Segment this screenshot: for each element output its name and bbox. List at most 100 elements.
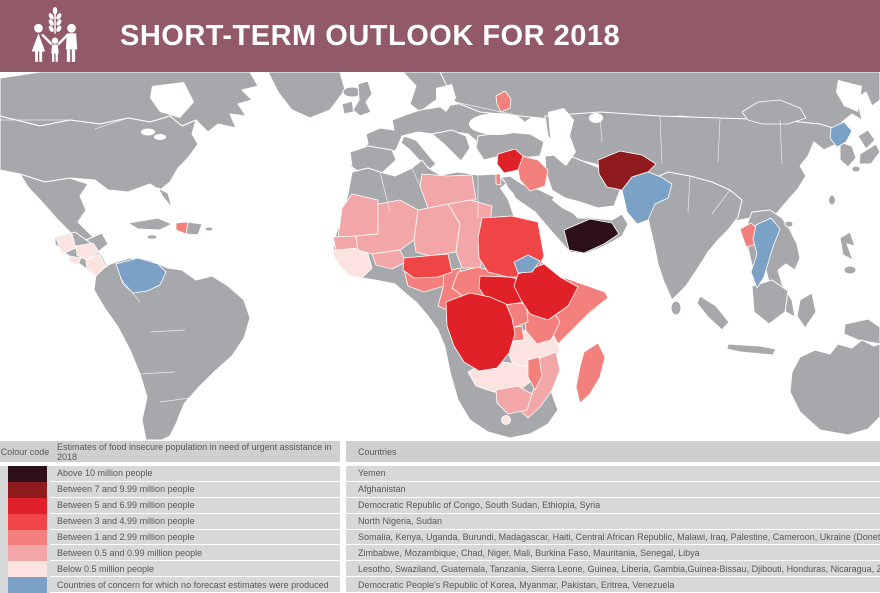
landmass-hainan (784, 220, 794, 228)
landmass-great-britain (352, 80, 373, 117)
colour-swatch (8, 529, 47, 546)
landmass-sumatra (696, 295, 730, 331)
estimate-label: Between 1 and 2.99 million people (50, 529, 340, 546)
column-gutter (340, 513, 346, 530)
landmass-jamaica (146, 234, 158, 240)
legend-row: Between 0.5 and 0.99 million people Zimb… (0, 545, 880, 562)
country-pakistan (621, 171, 673, 225)
landmass-iberia (349, 145, 397, 175)
country-el-salvador (67, 255, 82, 266)
colour-swatch (8, 545, 47, 562)
colour-code-cell (0, 497, 50, 514)
countries-list: Democratic Republic of Congo, South Suda… (346, 497, 880, 514)
legend-row: Between 5 and 6.99 million people Democr… (0, 497, 880, 514)
landmass-mongolia (741, 99, 807, 125)
landmass-new-guinea (843, 318, 880, 345)
landmass-cuba (127, 217, 173, 231)
legend-body: Above 10 million people Yemen Between 7 … (0, 466, 880, 593)
lake-great-lakes-2 (154, 134, 166, 140)
estimate-label: Below 0.5 million people (50, 561, 340, 578)
landmass-sulawesi (796, 292, 817, 329)
country-palestine (495, 173, 502, 186)
estimate-label: Between 0.5 and 0.99 million people (50, 545, 340, 562)
page-header: SHORT-TERM OUTLOOK FOR 2018 (0, 0, 880, 72)
column-gutter (340, 466, 346, 482)
landmass-florida (157, 187, 173, 209)
country-zimbabwe (495, 385, 533, 415)
colour-swatch (8, 561, 47, 578)
column-gutter (340, 497, 346, 514)
landmass-dominican-republic (185, 221, 203, 236)
column-gutter (340, 529, 346, 546)
sea-persian-gulf (552, 194, 584, 216)
family-with-wheat-icon (31, 6, 78, 62)
colour-code-cell (0, 481, 50, 498)
colour-swatch (8, 466, 47, 482)
colour-code-cell (0, 577, 50, 593)
legend-row: Between 3 and 4.99 million people North … (0, 513, 880, 530)
landmass-mexico (19, 173, 99, 245)
sea-caspian (548, 108, 576, 166)
estimate-label: Above 10 million people (50, 466, 340, 482)
country-ethiopia (513, 263, 579, 321)
countries-list: Democratic People's Republic of Korea, M… (346, 577, 880, 593)
legend-row: Between 7 and 9.99 million people Afghan… (0, 481, 880, 498)
country-madagascar (575, 342, 606, 404)
country-borders (0, 101, 783, 403)
legend-table: Colour code Estimates of food insecure p… (0, 441, 880, 593)
column-gutter (340, 561, 346, 578)
country-honduras (75, 242, 100, 261)
country-nigeria-north (402, 253, 453, 279)
country-drc (445, 292, 516, 372)
landmass-greenland (267, 72, 346, 119)
world-map-panel (0, 72, 880, 441)
column-header-colour-code: Colour code (0, 441, 50, 462)
legend-row: Countries of concern for which no foreca… (0, 577, 880, 593)
estimate-label: Between 7 and 9.99 million people (50, 481, 340, 498)
landmass-australia (789, 339, 880, 436)
landmass-japan-kyushu (851, 165, 861, 173)
landmass-south-america (93, 257, 251, 441)
countries-list: North Nigeria, Sudan (346, 513, 880, 530)
landmass-korea (839, 141, 857, 168)
country-senegal (332, 235, 359, 251)
legend-header-row: Colour code Estimates of food insecure p… (0, 441, 880, 462)
estimate-label: Between 3 and 4.99 million people (50, 513, 340, 530)
colour-swatch (8, 513, 47, 530)
sea-gulf-of-mexico (86, 186, 158, 222)
country-libya (419, 173, 477, 209)
country-eritrea (513, 254, 541, 274)
landmass-turkey (475, 131, 545, 161)
colour-code-cell (0, 545, 50, 562)
landmass-ireland (341, 100, 355, 115)
country-west-africa-guinea-group (332, 247, 373, 279)
country-myanmar (750, 217, 781, 289)
landmass-iran (544, 153, 621, 209)
country-venezuela (115, 257, 167, 294)
header-separator (0, 462, 880, 466)
countries-list: Zimbabwe, Mozambique, Chad, Niger, Mali,… (346, 545, 880, 562)
landmass-borneo (751, 279, 789, 325)
country-north-korea (829, 121, 853, 148)
country-lesotho (501, 415, 511, 425)
country-ukraine-oblasts (495, 90, 512, 113)
country-malawi (527, 356, 543, 391)
sea-black-sea (469, 113, 525, 135)
colour-swatch (8, 497, 47, 514)
colour-swatch (8, 577, 47, 593)
lake-great-lakes-1 (141, 128, 155, 136)
legend-row: Below 0.5 million people Lesotho, Swazil… (0, 561, 880, 578)
world-map (0, 72, 880, 441)
colour-code-cell (0, 561, 50, 578)
landmass-sri-lanka (670, 300, 682, 316)
countries-list: Somalia, Kenya, Uganda, Burundi, Madagas… (346, 529, 880, 546)
countries-list: Yemen (346, 466, 880, 482)
countries-list: Afghanistan (346, 481, 880, 498)
sea-okhotsk (836, 80, 862, 112)
countries-list: Lesotho, Swaziland, Guatemala, Tanzania,… (346, 561, 880, 578)
landmass-balkans-greece (431, 129, 471, 162)
page-title: SHORT-TERM OUTLOOK FOR 2018 (120, 19, 621, 52)
landmass-java (726, 343, 777, 356)
legend-row: Between 1 and 2.99 million people Somali… (0, 529, 880, 546)
landmass-japan-north (857, 129, 876, 150)
